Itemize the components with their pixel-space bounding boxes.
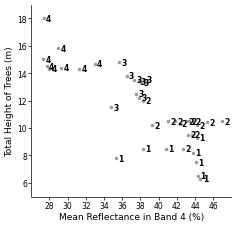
Text: 4: 4 bbox=[46, 15, 51, 24]
Text: 3: 3 bbox=[141, 77, 146, 86]
Text: 2: 2 bbox=[199, 121, 204, 130]
Text: 2: 2 bbox=[209, 118, 214, 127]
Text: 2: 2 bbox=[155, 121, 160, 130]
Text: 3: 3 bbox=[144, 79, 149, 88]
Text: 2: 2 bbox=[177, 117, 182, 126]
Y-axis label: Total Height of Trees (m): Total Height of Trees (m) bbox=[5, 46, 14, 156]
Text: 4: 4 bbox=[82, 65, 87, 74]
Text: 1: 1 bbox=[199, 133, 204, 142]
Text: 3: 3 bbox=[136, 76, 141, 85]
Text: 2: 2 bbox=[170, 117, 175, 126]
Text: 3: 3 bbox=[114, 104, 119, 112]
Text: 3: 3 bbox=[122, 58, 127, 67]
Text: 1: 1 bbox=[168, 144, 173, 153]
Text: 1: 1 bbox=[200, 172, 205, 181]
Text: 4: 4 bbox=[45, 56, 50, 65]
Text: 2: 2 bbox=[188, 117, 193, 126]
Text: 3: 3 bbox=[129, 72, 134, 81]
Text: 2: 2 bbox=[196, 117, 201, 126]
Text: 4: 4 bbox=[49, 62, 54, 72]
Text: 4: 4 bbox=[61, 45, 66, 54]
Text: 4: 4 bbox=[64, 64, 69, 73]
Text: 2: 2 bbox=[225, 117, 230, 126]
Text: 1: 1 bbox=[198, 158, 203, 167]
Text: 2: 2 bbox=[182, 120, 187, 129]
Text: 3: 3 bbox=[146, 76, 151, 85]
Text: 4: 4 bbox=[52, 65, 57, 74]
Text: 2: 2 bbox=[186, 144, 191, 153]
Text: 3: 3 bbox=[138, 90, 143, 99]
Text: 3: 3 bbox=[142, 94, 147, 103]
Text: 2: 2 bbox=[191, 117, 196, 126]
Text: 2: 2 bbox=[145, 97, 151, 106]
Text: 1: 1 bbox=[203, 174, 208, 183]
Text: 1: 1 bbox=[145, 144, 151, 153]
Text: 1: 1 bbox=[196, 148, 201, 158]
Text: 1: 1 bbox=[118, 154, 123, 163]
X-axis label: Mean Reflectance in Band 4 (%): Mean Reflectance in Band 4 (%) bbox=[59, 212, 204, 222]
Text: 2: 2 bbox=[190, 131, 195, 140]
Text: 4: 4 bbox=[97, 60, 102, 69]
Text: 2: 2 bbox=[195, 131, 200, 140]
